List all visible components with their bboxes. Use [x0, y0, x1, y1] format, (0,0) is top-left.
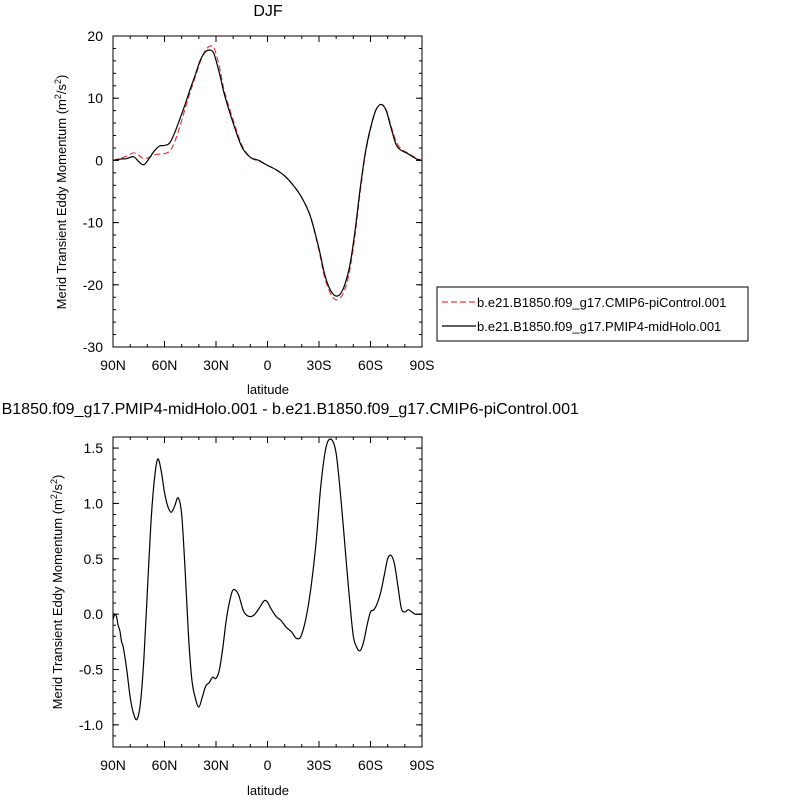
bottom-y-tick-label: 0.0	[84, 606, 104, 622]
bottom-y-axis-label-sup2: 2	[49, 479, 59, 484]
top-chart-title: DJF	[253, 3, 283, 20]
top-x-tick-label: 30N	[203, 357, 229, 373]
bottom-x-tick-label: 0	[264, 757, 272, 773]
bottom-y-axis-label-main: Merid Transient Eddy Momentum (m	[50, 499, 65, 709]
top-x-tick-label: 60S	[358, 357, 383, 373]
bottom-x-tick-label: 90S	[410, 757, 435, 773]
bottom-panel: b.e21.B1850.f09_g17.PMIP4-midHolo.001 - …	[0, 401, 579, 798]
top-x-tick-label: 30S	[307, 357, 332, 373]
bottom-y-tick-label: 0.5	[84, 551, 104, 567]
top-y-tick-label: -20	[83, 277, 103, 293]
bottom-x-axis-label: latitude	[247, 783, 289, 798]
top-x-axis-label: latitude	[247, 382, 289, 397]
top-y-axis-label-sup2: 2	[53, 79, 63, 84]
bottom-series-line-0	[112, 438, 422, 721]
bottom-y-axis-label-sup1: 2	[49, 494, 59, 499]
bottom-x-tick-label: 60N	[152, 757, 178, 773]
bottom-plot-frame	[112, 436, 423, 748]
bottom-x-tick-label: 90N	[100, 757, 126, 773]
top-series-line-1	[112, 49, 423, 297]
bottom-y-tick-label: -1.0	[79, 717, 103, 733]
top-y-axis-label: Merid Transient Eddy Momentum (m2/s2)	[53, 75, 69, 310]
bottom-y-tick-label: -0.5	[79, 662, 103, 678]
top-y-axis-label-main: Merid Transient Eddy Momentum (m	[54, 99, 69, 309]
legend-box	[436, 286, 749, 342]
legend-label-midholo: b.e21.B1850.f09_g17.PMIP4-midHolo.001	[477, 319, 721, 334]
top-y-axis-label-mid: /s	[54, 84, 69, 95]
top-x-tick-label: 60N	[152, 357, 178, 373]
bottom-y-tick-label: 1.5	[84, 440, 104, 456]
legend-label-picontrol: b.e21.B1850.f09_g17.CMIP6-piControl.001	[477, 295, 726, 310]
top-y-tick-label: -30	[83, 339, 103, 355]
bottom-y-tick-label: 1.0	[84, 495, 104, 511]
top-y-tick-label: -10	[83, 215, 103, 231]
bottom-chart-title: b.e21.B1850.f09_g17.PMIP4-midHolo.001 - …	[0, 401, 579, 418]
bottom-y-axis-label-end: )	[50, 475, 65, 479]
bottom-y-axis-label: Merid Transient Eddy Momentum (m2/s2)	[49, 475, 65, 710]
top-y-axis-label-end: )	[54, 75, 69, 79]
top-x-tick-label: 0	[264, 357, 272, 373]
top-y-tick-label: 10	[87, 90, 103, 106]
legend: b.e21.B1850.f09_g17.CMIP6-piControl.001 …	[436, 286, 749, 342]
top-y-tick-label: 0	[95, 152, 103, 168]
top-panel: DJF latitude Merid Transient Eddy Moment…	[53, 3, 434, 397]
bottom-x-tick-label: 30S	[307, 757, 332, 773]
bottom-x-tick-label: 30N	[203, 757, 229, 773]
top-y-axis-label-sup1: 2	[53, 94, 63, 99]
bottom-y-axis-label-mid: /s	[50, 484, 65, 495]
top-y-tick-label: 20	[87, 28, 103, 44]
bottom-x-tick-label: 60S	[358, 757, 383, 773]
top-series-line-0	[112, 45, 423, 301]
top-x-tick-label: 90S	[410, 357, 435, 373]
top-plot-frame	[112, 35, 423, 348]
top-x-tick-label: 90N	[100, 357, 126, 373]
